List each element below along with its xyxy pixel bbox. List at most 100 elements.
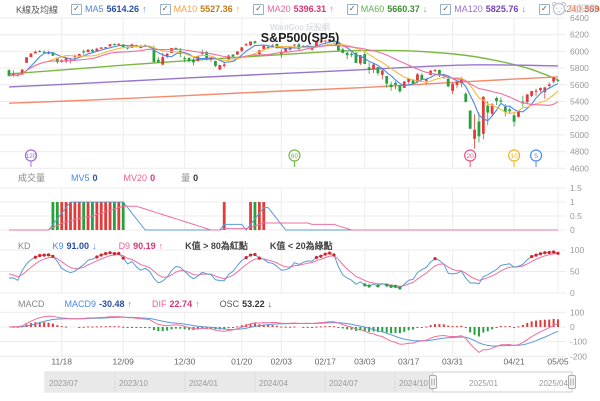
ma-name: MA120 (454, 4, 483, 14)
svg-text:100: 100 (570, 307, 584, 317)
k9-readout: K9 91.00 ↓ (52, 241, 97, 251)
ma-period-markers: 120 60 20 10 5 (24, 149, 543, 167)
svg-text:2023/10: 2023/10 (119, 379, 148, 388)
ma-name: MA240 (552, 4, 582, 14)
x-axis-labels: 11/18 12/09 12/30 01/20 02/03 02/17 03/03 03/17… (51, 357, 569, 367)
svg-text:2025/04: 2025/04 (539, 379, 568, 388)
svg-text:10: 10 (510, 153, 518, 160)
svg-text:1.5: 1.5 (570, 183, 582, 193)
svg-text:6400: 6400 (570, 13, 589, 23)
svg-text:0: 0 (570, 322, 575, 332)
macd-header: MACD MACD9 -30.48 ↑ DIF 22.74 ↑ OSC 53.22 ↓ (18, 299, 272, 309)
checkbox-checked-icon[interactable]: ✓ (71, 3, 83, 15)
mv5-readout: MV5 0 (71, 173, 98, 183)
kd-note-low: K值 < 20為綠點 (269, 241, 333, 251)
kd-header: KD K9 91.00 ↓ D9 90.19 ↑ K值 > 80為紅點 K值 < 20為… (18, 239, 333, 252)
ma-value: 5527.36 (200, 4, 233, 14)
line-MA240 (8, 76, 559, 104)
macd9-readout: MACD9 -30.48 ↑ (64, 299, 133, 309)
range-navigator[interactable]: 2023/07 2023/10 2024/01 2024/04 2024/07 2024/… (44, 371, 576, 393)
period-marker-5[interactable] (529, 149, 543, 162)
svg-text:1: 1 (570, 197, 575, 207)
svg-text:12/09: 12/09 (113, 357, 135, 367)
checkbox-checked-icon[interactable]: ✓ (440, 3, 452, 15)
svg-text:01/20: 01/20 (231, 357, 253, 367)
svg-text:02/03: 02/03 (271, 357, 293, 367)
ma-value: 5396.31 (293, 4, 327, 14)
svg-text:5800: 5800 (570, 63, 589, 73)
ma-toggle-MA5[interactable]: ✓ MA5 5614.26 ↑ (71, 3, 147, 15)
kd-panel (8, 250, 560, 290)
ma-value: 5614.26 (106, 4, 140, 14)
ma-value: 5660.37 (387, 4, 420, 14)
bear-logo-icon (551, 1, 566, 16)
checkbox-checked-icon[interactable]: ✓ (159, 3, 171, 15)
ma-name: MA10 (173, 4, 198, 14)
ma-trend-arrow: ↓ (422, 4, 428, 14)
svg-text:2024/01: 2024/01 (189, 379, 218, 388)
ma-trend-arrow: ↓ (521, 4, 526, 14)
svg-text:2024/10: 2024/10 (399, 379, 428, 388)
wantgoo-logo[interactable]: 玩股網 (551, 1, 596, 16)
svg-text:03/31: 03/31 (442, 357, 464, 367)
ma-value: 5825.76 (485, 4, 519, 14)
mv20-readout: MV20 0 (123, 173, 156, 183)
svg-text:04/21: 04/21 (503, 357, 525, 367)
ma-name: MA20 (267, 4, 291, 14)
macd-panel (8, 315, 559, 353)
ma-toggle-MA60[interactable]: ✓ MA60 5660.37 ↓ (346, 3, 428, 15)
svg-text:0: 0 (570, 288, 575, 298)
d9-readout: D9 90.19 ↑ (118, 241, 164, 251)
ma-toggle-list: ✓ MA5 5614.26 ↑ ✓ MA10 5527.36 ↑ ✓ MA20 5396.31 ↑ ✓ M… (71, 3, 600, 15)
logo-text: 玩股網 (568, 4, 596, 14)
period-marker-10[interactable] (507, 149, 521, 162)
ma-toggle-MA240[interactable]: ✓MA2405694.61↑ (538, 3, 600, 15)
line-MA120 (8, 64, 559, 88)
navigator-handle-left[interactable] (429, 375, 437, 389)
ma-toggle-MA120[interactable]: ✓ MA120 5825.76 ↓ (440, 3, 526, 15)
svg-text:11/18: 11/18 (51, 357, 72, 367)
svg-text:-200: -200 (570, 351, 587, 361)
svg-text:120: 120 (26, 153, 37, 160)
ma-toggle-MA10[interactable]: ✓ MA10 5527.36 ↑ (159, 3, 241, 15)
svg-text:50: 50 (570, 267, 580, 277)
svg-text:02/17: 02/17 (315, 357, 337, 367)
svg-text:0.5: 0.5 (570, 211, 582, 221)
checkbox-checked-icon[interactable]: ✓ (346, 3, 358, 15)
checkbox-checked-icon[interactable]: ✓ (253, 3, 265, 15)
ma-trend-arrow: ↑ (142, 4, 147, 14)
ma-trend-arrow: ↑ (235, 4, 241, 14)
watermark: WantGoo 玩股網 (270, 23, 330, 32)
ma-value: 5694.61 (584, 4, 600, 14)
svg-text:60: 60 (291, 153, 299, 160)
period-marker-60[interactable] (288, 149, 301, 162)
osc-readout: OSC 53.22 ↓ (219, 299, 273, 309)
svg-text:5400: 5400 (570, 97, 589, 107)
macd-label: MACD (18, 299, 45, 309)
kline-ma-label: K線及均線 (16, 4, 59, 15)
checkbox-checked-icon[interactable]: ✓ (538, 3, 550, 15)
kd-label: KD (18, 241, 31, 251)
svg-text:100: 100 (570, 245, 584, 255)
svg-text:2023/07: 2023/07 (49, 379, 78, 388)
volume-label: 成交量 (18, 173, 46, 183)
svg-text:20: 20 (467, 153, 475, 160)
navigator-handle-right[interactable] (568, 375, 576, 389)
period-marker-120[interactable] (24, 149, 38, 162)
chart-title: S&P500(SP5) (260, 31, 340, 45)
svg-text:05/05: 05/05 (547, 357, 569, 367)
dif-readout: DIF 22.74 ↑ (152, 299, 200, 309)
ma-toggle-MA20[interactable]: ✓ MA20 5396.31 ↑ (253, 3, 334, 15)
svg-text:12/30: 12/30 (174, 357, 196, 367)
svg-text:2024/04: 2024/04 (259, 379, 288, 388)
svg-text:4600: 4600 (570, 163, 589, 173)
svg-text:6200: 6200 (570, 30, 589, 40)
ma-trend-arrow: ↑ (329, 4, 334, 14)
period-marker-20[interactable] (464, 149, 477, 162)
ma-name: MA60 (360, 4, 385, 14)
svg-text:0: 0 (570, 225, 575, 235)
